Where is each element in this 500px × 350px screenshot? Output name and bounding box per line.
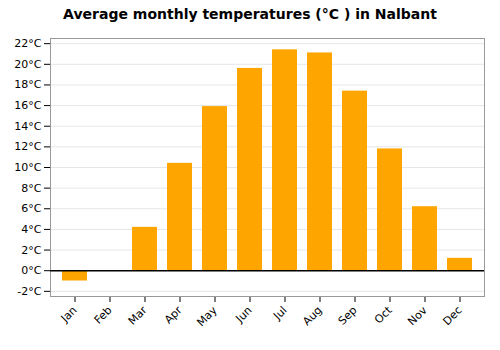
svg-text:Feb: Feb: [92, 304, 115, 327]
svg-text:20°C: 20°C: [14, 58, 41, 71]
svg-text:6°C: 6°C: [21, 202, 41, 215]
svg-text:Nov: Nov: [405, 303, 430, 328]
svg-text:8°C: 8°C: [21, 182, 41, 195]
svg-text:14°C: 14°C: [14, 120, 41, 133]
svg-text:2°C: 2°C: [21, 244, 41, 257]
svg-text:10°C: 10°C: [14, 161, 41, 174]
svg-text:Sep: Sep: [336, 304, 360, 328]
svg-text:-2°C: -2°C: [17, 285, 41, 298]
svg-text:Dec: Dec: [440, 304, 464, 328]
svg-text:18°C: 18°C: [14, 78, 41, 91]
svg-text:May: May: [194, 303, 220, 329]
svg-text:Apr: Apr: [162, 303, 185, 326]
svg-text:16°C: 16°C: [14, 99, 41, 112]
svg-text:4°C: 4°C: [21, 223, 41, 236]
svg-text:Oct: Oct: [372, 303, 395, 326]
svg-text:12°C: 12°C: [14, 140, 41, 153]
svg-text:Aug: Aug: [300, 304, 324, 328]
svg-text:Mar: Mar: [126, 303, 150, 327]
svg-text:Jan: Jan: [58, 304, 80, 326]
svg-text:Jun: Jun: [233, 304, 255, 326]
html-text:Average monthly temperatures (: Average monthly temperatures (°C ) in Na…: [63, 6, 437, 22]
svg-text:22°C: 22°C: [14, 37, 41, 50]
svg-text:0°C: 0°C: [21, 264, 41, 277]
svg-text:Jul: Jul: [270, 304, 289, 323]
